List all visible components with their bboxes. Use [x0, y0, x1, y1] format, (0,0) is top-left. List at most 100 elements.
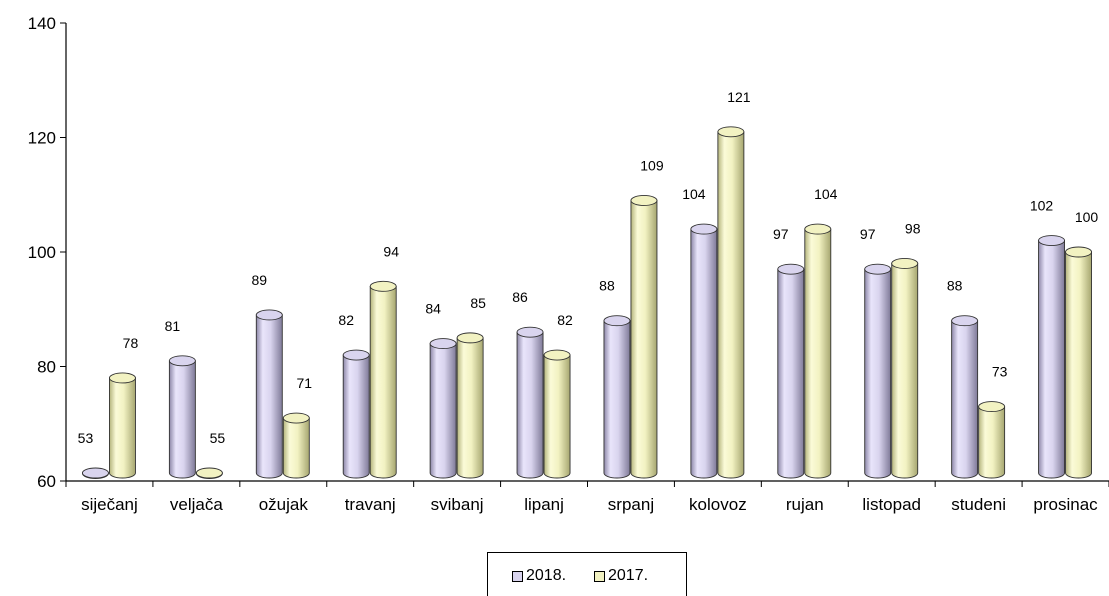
data-label: 55	[210, 430, 226, 446]
bar-2017-ožujak	[282, 412, 310, 479]
y-tick-label: 140	[28, 14, 56, 33]
bar-body	[951, 320, 979, 479]
chart-legend: 2018. 2017.	[487, 552, 687, 596]
data-label: 98	[905, 220, 921, 236]
bar-2018-rujan	[777, 263, 805, 479]
bar-top	[978, 401, 1006, 413]
bar-top	[369, 280, 397, 292]
data-label: 94	[383, 243, 399, 259]
x-tick-label: kolovoz	[689, 495, 747, 514]
bar-body	[543, 354, 571, 479]
legend-item-2018: 2018.	[512, 567, 566, 585]
x-tick-label: ožujak	[259, 495, 309, 514]
y-tick-label: 100	[28, 243, 56, 262]
data-label: 97	[860, 226, 876, 242]
bar-body	[804, 228, 832, 479]
bar-2017-siječanj	[109, 372, 136, 479]
bar-top	[603, 315, 631, 327]
chart-axes: 60 80 100 120 140 siječanj veljača ožujak travan…	[28, 14, 1109, 514]
bar-2018-ožujak	[255, 309, 283, 479]
legend-label-2018: 2018.	[526, 567, 567, 584]
legend-item-2017: 2017.	[594, 567, 648, 585]
data-label: 104	[814, 186, 838, 202]
bar-top	[690, 223, 718, 235]
bar-2018-kolovoz	[690, 223, 718, 479]
bar-top	[951, 315, 979, 327]
data-label: 88	[599, 278, 615, 294]
bar-2017-prosinac	[1065, 246, 1092, 479]
bar-top	[456, 332, 484, 344]
bar-top	[195, 467, 223, 479]
data-label: 84	[425, 301, 441, 317]
bar-body	[891, 263, 919, 479]
data-label: 71	[297, 375, 313, 391]
bar-body	[255, 314, 283, 479]
bar-2017-rujan	[804, 223, 832, 479]
bar-body	[342, 354, 370, 479]
x-tick-label: svibanj	[431, 495, 484, 514]
x-tick-label: prosinac	[1033, 495, 1098, 514]
x-tick-label: listopad	[862, 495, 921, 514]
x-tick-label: srpanj	[608, 495, 654, 514]
bar-2017-lipanj	[543, 349, 571, 479]
bar-2018-srpanj	[603, 315, 631, 479]
bar-top	[777, 263, 805, 275]
bar-2017-studeni	[978, 401, 1006, 479]
bar-2018-lipanj	[516, 326, 544, 479]
bar-2018-travanj	[342, 349, 370, 479]
bar-body	[456, 337, 484, 479]
bar-top	[342, 349, 370, 361]
data-label: 86	[512, 289, 528, 305]
data-label: 102	[1030, 198, 1054, 214]
bar-top	[543, 349, 571, 361]
chart-labels: 53 81 89 82 84 86 88 104 97 97 88 102 78 55 71 94 85 82 10…	[78, 89, 1099, 446]
bar-top	[282, 412, 310, 424]
bar-top	[168, 355, 196, 367]
bar-body	[429, 343, 457, 479]
bar-body	[777, 268, 805, 479]
bar-body	[516, 331, 544, 479]
data-label: 109	[640, 157, 664, 173]
bar-2018-listopad	[864, 263, 892, 479]
bar-body	[282, 417, 310, 479]
bar-body	[978, 406, 1006, 479]
bar-body	[109, 377, 136, 479]
data-label: 82	[557, 312, 573, 328]
legend-swatch-2018	[512, 570, 523, 582]
bar-2017-veljača	[195, 467, 223, 479]
bar-body	[717, 131, 745, 479]
data-label: 89	[252, 272, 268, 288]
bar-top	[891, 258, 919, 269]
bar-2018-prosinac	[1038, 235, 1065, 479]
bar-2017-svibanj	[456, 332, 484, 479]
legend-label-2017: 2017.	[608, 567, 649, 584]
bar-2017-kolovoz	[717, 126, 745, 479]
bar-2017-srpanj	[630, 195, 658, 479]
y-tick-label: 120	[28, 129, 56, 148]
x-tick-label: veljača	[170, 495, 223, 514]
x-tick-label: rujan	[786, 495, 824, 514]
bar-top	[717, 126, 745, 138]
x-tick-label: studeni	[951, 495, 1006, 514]
data-label: 88	[947, 278, 963, 294]
bar-top	[82, 467, 109, 479]
x-tick-label: travanj	[345, 495, 396, 514]
data-label: 100	[1075, 209, 1099, 225]
bar-2018-svibanj	[429, 338, 457, 479]
bar-top	[1065, 246, 1092, 258]
data-label: 121	[727, 89, 751, 105]
data-label: 78	[123, 335, 139, 351]
x-tick-label: lipanj	[524, 495, 564, 514]
bar-2017-listopad	[891, 258, 919, 479]
bar-top	[804, 223, 832, 235]
x-tick-label: siječanj	[81, 495, 138, 514]
bar-top	[1038, 235, 1065, 247]
bar-top	[864, 263, 892, 275]
chart-bars	[82, 126, 1092, 479]
y-tick-label: 60	[37, 472, 56, 491]
bar-top	[429, 338, 457, 350]
bar-body	[369, 285, 397, 479]
data-label: 85	[470, 295, 486, 311]
bar-body	[603, 320, 631, 479]
bar-2017-travanj	[369, 280, 397, 479]
